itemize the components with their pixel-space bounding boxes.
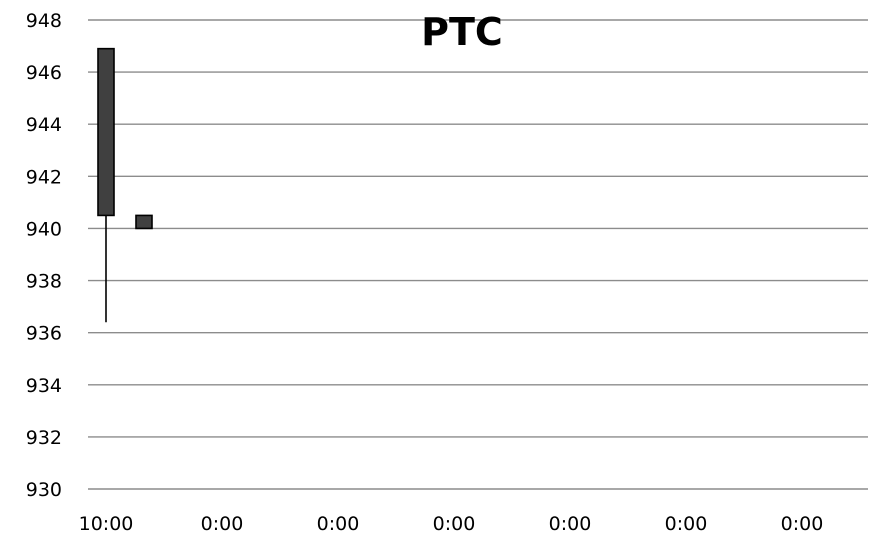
y-tick-label: 938 xyxy=(26,271,62,293)
x-tick-label: 10:00 xyxy=(79,513,134,535)
grid-lines xyxy=(88,19,868,490)
x-axis-ticks: 10:00 0:00 0:00 0:00 0:00 0:00 0:00 xyxy=(79,513,824,535)
y-tick-label: 948 xyxy=(26,10,62,32)
candles xyxy=(97,47,153,323)
y-tick-label: 946 xyxy=(26,62,62,84)
y-tick-label: 930 xyxy=(26,479,62,501)
y-axis-ticks: 930 932 934 936 938 940 942 944 946 948 xyxy=(26,10,62,501)
x-tick-label: 0:00 xyxy=(433,513,476,535)
y-tick-label: 942 xyxy=(26,166,62,188)
candle-2 xyxy=(135,214,153,230)
candle-body xyxy=(97,47,115,217)
x-tick-label: 0:00 xyxy=(201,513,244,535)
y-tick-label: 934 xyxy=(26,375,62,397)
x-tick-label: 0:00 xyxy=(549,513,592,535)
x-tick-label: 0:00 xyxy=(317,513,360,535)
y-tick-label: 936 xyxy=(26,323,62,345)
candle-body xyxy=(135,214,153,230)
y-tick-label: 944 xyxy=(26,114,62,136)
x-tick-label: 0:00 xyxy=(665,513,708,535)
x-tick-label: 0:00 xyxy=(781,513,824,535)
candle-1 xyxy=(97,47,115,323)
y-tick-label: 932 xyxy=(26,427,62,449)
y-tick-label: 940 xyxy=(26,218,62,240)
chart-title: PTC xyxy=(421,10,503,54)
